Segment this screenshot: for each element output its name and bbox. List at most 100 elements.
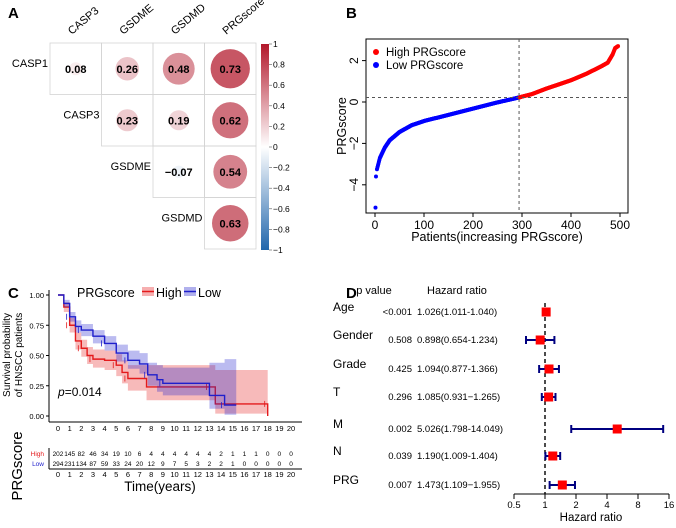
correlation-value: 0.19 <box>168 115 189 127</box>
hazard-ratio-marker <box>557 480 567 490</box>
forest-plot: p value Hazard ratio Age <0.001 1.026(1.011-… <box>333 285 674 524</box>
x-tick-label: 0 <box>372 218 379 232</box>
hazard-ratio-marker <box>612 424 622 434</box>
correlation-circle <box>172 165 185 178</box>
row-label-gsdme: GSDME <box>111 161 151 173</box>
y-tick-label: 1.00 <box>29 291 44 300</box>
hazard-ratio-marker <box>544 364 554 374</box>
colorbar-tick-label: 0.6 <box>273 80 285 90</box>
x-tick-label: 200 <box>463 218 483 232</box>
row-p-value: 0.508 <box>388 335 412 346</box>
correlation-value: 0.54 <box>220 167 242 179</box>
risk-x-tick-label: 19 <box>275 470 283 479</box>
x-tick-label: 20 <box>287 424 295 433</box>
colorbar-tick-label: −0.8 <box>273 224 290 234</box>
risk-x-tick-label: 15 <box>229 470 237 479</box>
risk-x-tick-label: 14 <box>217 470 225 479</box>
correlation-value: 0.08 <box>65 64 86 76</box>
risk-count: 1 <box>231 451 235 458</box>
risk-count: 0 <box>243 461 247 468</box>
y-axis-label: PRGscore <box>335 97 349 155</box>
legend-label: High PRGscore <box>386 47 466 59</box>
row-label-m: M <box>333 417 343 431</box>
y-axis-label-line1: Survival probability <box>2 313 13 397</box>
risk-count: 1 <box>254 451 258 458</box>
hazard-ratio-marker <box>548 451 558 461</box>
risk-count: 10 <box>124 451 132 458</box>
risk-count: 59 <box>101 461 109 468</box>
correlation-value: 0.48 <box>168 64 189 76</box>
row-p-value: 0.425 <box>388 364 412 375</box>
x-tick-label: 18 <box>264 424 272 433</box>
legend-marker <box>373 62 379 68</box>
risk-x-tick-label: 13 <box>205 470 213 479</box>
row-p-value: 0.007 <box>388 480 412 491</box>
risk-count: 0 <box>289 461 293 468</box>
correlation-circle <box>69 62 83 76</box>
x-tick-label: 2 <box>79 424 83 433</box>
row-label-casp1: CASP1 <box>12 58 48 70</box>
legend-marker <box>373 49 379 55</box>
colorbar-tick-label: 1 <box>273 39 278 49</box>
risk-count: 34 <box>101 451 109 458</box>
prgscore-scatter: 0 100 200 300 400 500 2 0 −2 −4 Patients(increasin… <box>335 38 630 244</box>
row-label-n: N <box>333 444 342 458</box>
plot-frame <box>365 38 629 214</box>
risk-count: 0 <box>254 461 258 468</box>
x-tick-label: 7 <box>137 424 141 433</box>
hazard-ratio-marker <box>535 335 545 345</box>
p-value-text: =0.014 <box>65 385 102 399</box>
header-hazard-ratio: Hazard ratio <box>427 285 487 297</box>
risk-row-label-high: High <box>31 451 45 458</box>
data-point <box>373 174 378 179</box>
colorbar-tick-label: 0.8 <box>273 60 285 70</box>
panel-label-a: A <box>8 5 19 22</box>
risk-count: 4 <box>208 451 212 458</box>
risk-x-tick-label: 17 <box>252 470 260 479</box>
x-tick-label: 4 <box>103 424 107 433</box>
risk-count: 33 <box>113 461 121 468</box>
risk-x-tick-label: 18 <box>264 470 272 479</box>
x-tick-label: 0 <box>56 424 60 433</box>
risk-count: 2 <box>208 461 212 468</box>
y-tick-label: 0.75 <box>29 321 44 330</box>
risk-table-title: PRGscore <box>9 431 26 500</box>
risk-x-tick-label: 16 <box>240 470 248 479</box>
x-tick-label: 1 <box>542 500 547 511</box>
risk-count: 6 <box>138 451 142 458</box>
y-axis-label-line2: of HNSCC patients <box>14 313 25 397</box>
risk-x-tick-label: 8 <box>149 470 153 479</box>
row-p-value: 0.296 <box>388 392 412 403</box>
x-tick-label: 2 <box>573 500 578 511</box>
risk-count: 9 <box>161 461 165 468</box>
correlation-circle <box>213 154 248 189</box>
correlation-circle <box>162 52 195 85</box>
correlation-value: 0.63 <box>220 218 241 230</box>
row-label-prg: PRG <box>333 473 359 487</box>
risk-count: 231 <box>64 461 75 468</box>
risk-x-tick-label: 10 <box>170 470 178 479</box>
y-tick-label: 0.25 <box>29 382 44 391</box>
x-tick-label: 3 <box>91 424 95 433</box>
x-tick-label: 8 <box>635 500 640 511</box>
correlation-value: 0.23 <box>117 115 138 127</box>
x-axis-label: Hazard ratio <box>560 512 623 524</box>
x-tick-label: 8 <box>149 424 153 433</box>
confidence-band-low <box>58 295 237 415</box>
x-tick-label: 400 <box>561 218 581 232</box>
row-p-value: <0.001 <box>383 307 412 318</box>
risk-x-tick-label: 3 <box>91 470 95 479</box>
hazard-ratio-marker <box>544 392 554 402</box>
legend-label: Low PRGscore <box>386 60 463 72</box>
x-tick-label: 500 <box>610 218 630 232</box>
correlation-value: −0.07 <box>165 167 193 179</box>
risk-count: 4 <box>196 451 200 458</box>
row-hazard-ratio-text: 1.085(0.931−1.265) <box>417 392 500 403</box>
colorbar-tick-label: −0.2 <box>273 163 290 173</box>
risk-count: 46 <box>89 451 97 458</box>
y-tick-label: 2 <box>347 57 361 64</box>
risk-x-tick-label: 1 <box>68 470 72 479</box>
correlation-value: 0.26 <box>117 64 138 76</box>
confidence-band-high <box>58 295 268 414</box>
risk-count: 3 <box>196 461 200 468</box>
